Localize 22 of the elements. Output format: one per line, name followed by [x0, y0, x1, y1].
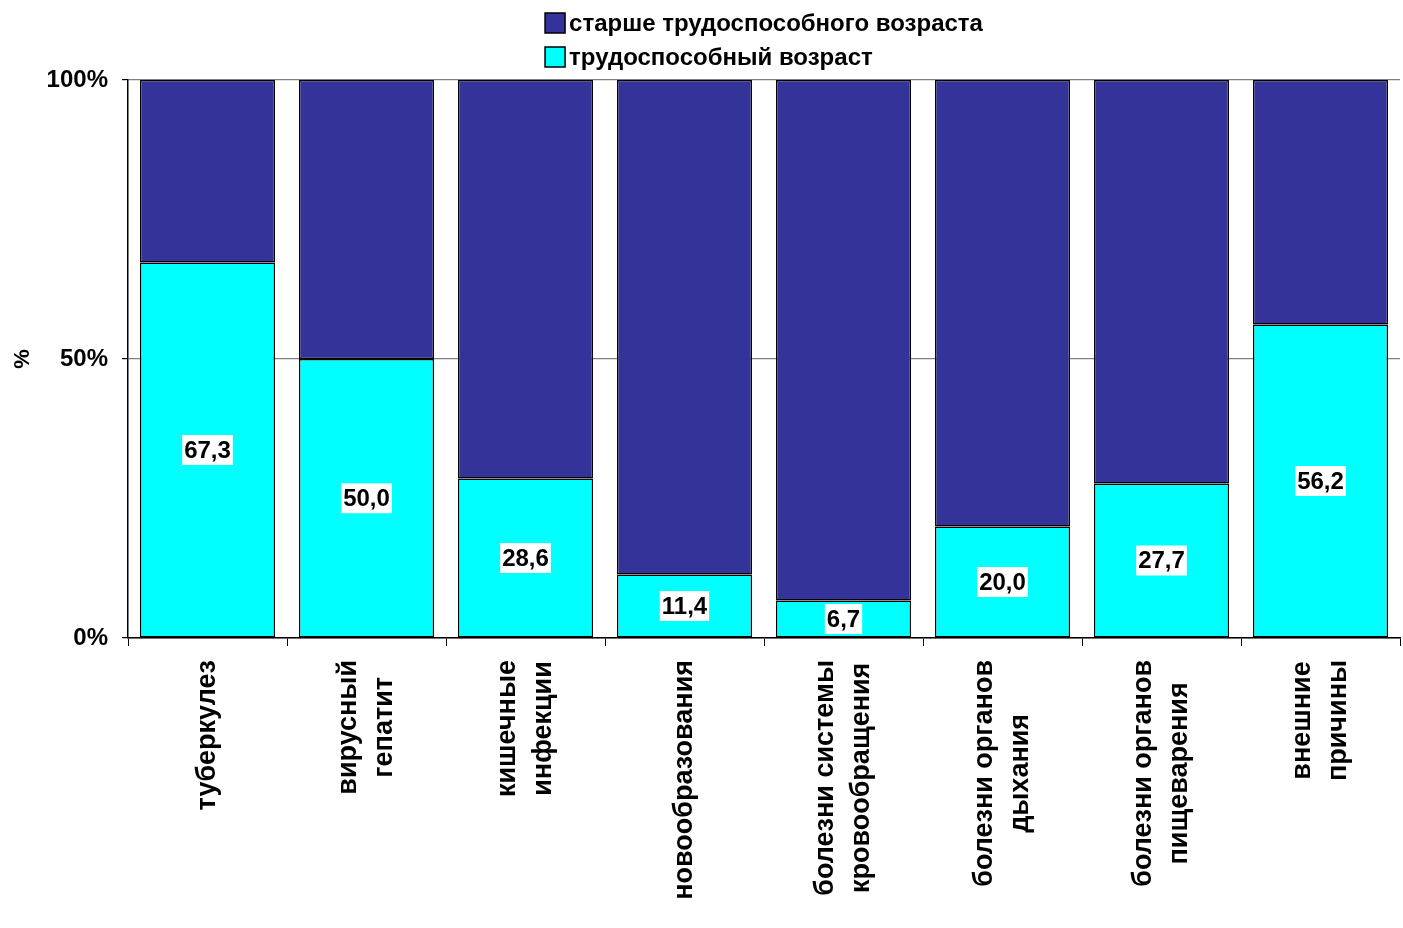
- x-tick-label: болезни органов дыхания: [967, 659, 1034, 887]
- x-tick-label: внешние причины: [1285, 660, 1352, 782]
- data-label: 56,2: [1297, 466, 1344, 494]
- data-label: 20,0: [979, 567, 1026, 595]
- x-tick-label: новообразования: [667, 659, 698, 900]
- x-tick-label: вирусный гепатит: [331, 659, 398, 795]
- legend-label: старше трудоспособного возраста: [569, 8, 984, 36]
- data-label: 11,4: [661, 591, 708, 619]
- x-tick-label: болезни органов пищеварения: [1126, 659, 1193, 887]
- y-tick-label: 0%: [73, 622, 108, 650]
- data-label: 27,7: [1138, 546, 1185, 574]
- data-label: 6,7: [826, 604, 861, 632]
- data-label: 50,0: [343, 483, 390, 511]
- data-label: 67,3: [184, 435, 231, 463]
- x-tick-label: туберкулез: [190, 659, 221, 811]
- y-tick-label: 50%: [59, 343, 108, 371]
- x-tick-label: кишечные инфекции: [490, 659, 557, 798]
- y-tick-label: 100%: [46, 64, 108, 92]
- data-label: 28,6: [502, 543, 549, 571]
- x-tick-label: болезни системы кровообращения: [808, 660, 875, 896]
- legend-label: трудоспособный возраст: [569, 42, 873, 70]
- y-axis-title: %: [9, 349, 35, 369]
